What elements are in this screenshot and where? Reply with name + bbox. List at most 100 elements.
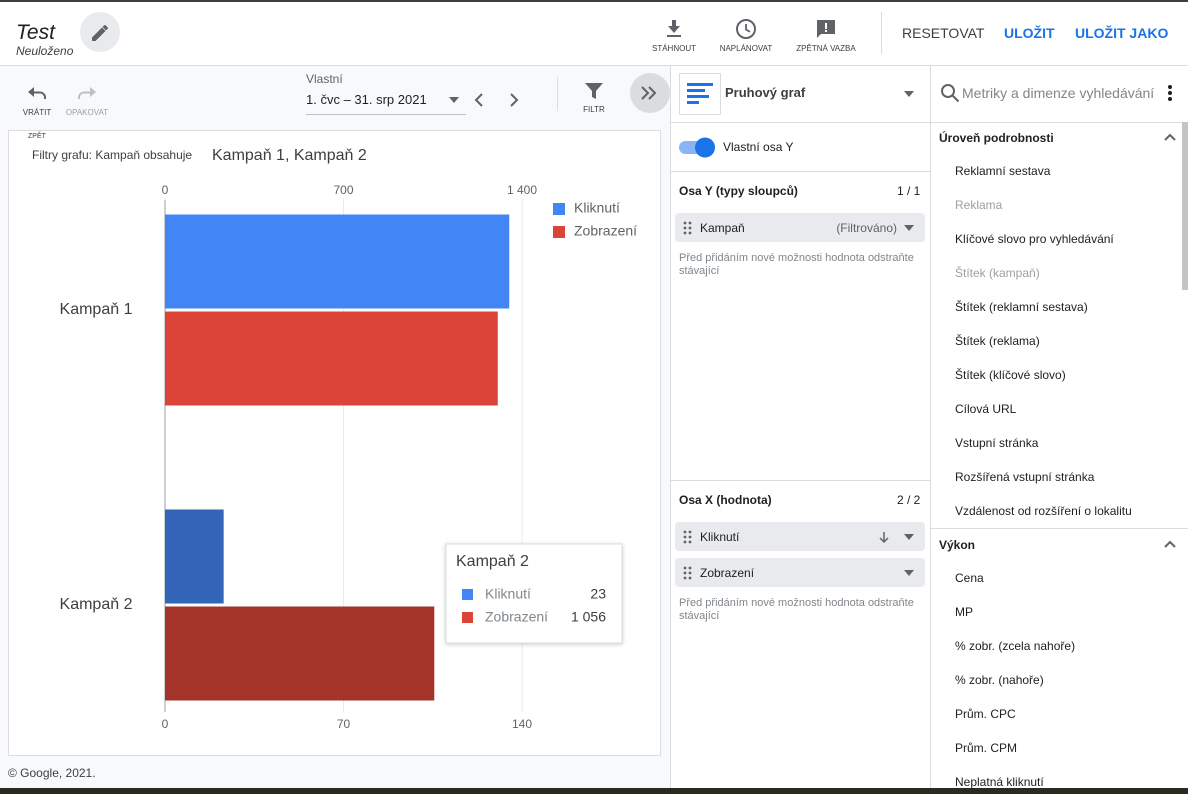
reset-button[interactable]: RESETOVAT: [902, 25, 985, 41]
undo-icon[interactable]: [25, 83, 49, 103]
collapse-group[interactable]: [1164, 540, 1176, 548]
next-period[interactable]: [507, 92, 521, 108]
previous-period[interactable]: [472, 92, 486, 108]
legend-label: Zobrazení: [574, 223, 637, 239]
drag-handle[interactable]: [683, 530, 692, 544]
tooltip-swatch: [462, 612, 473, 623]
x2-tick-label: 700: [333, 183, 353, 197]
filter-icon[interactable]: [584, 82, 604, 100]
field-item[interactable]: % zobr. (zcela nahoře): [955, 639, 1076, 653]
tooltip: [445, 543, 623, 644]
field-item[interactable]: Štítek (klíčové slovo): [955, 368, 1066, 382]
section-count: 2 / 2: [897, 493, 921, 507]
tooltip-series: Kliknutí: [485, 586, 531, 602]
legend-swatch: [553, 226, 565, 238]
tooltip-swatch: [462, 589, 473, 600]
download-icon[interactable]: [664, 18, 684, 40]
sort-icon[interactable]: [878, 531, 890, 544]
legend-swatch: [553, 203, 565, 215]
search-icon: [941, 84, 960, 103]
tooltip-series: Zobrazení: [485, 609, 548, 625]
divider: [671, 171, 930, 172]
field-name[interactable]: Kliknutí: [700, 529, 740, 544]
field-item[interactable]: MP: [955, 605, 973, 619]
back-label[interactable]: ZPĚT: [28, 133, 46, 140]
hint: Před přidáním nové možnosti hodnota odst…: [679, 252, 914, 277]
scrollbar[interactable]: [1182, 122, 1188, 290]
redo-icon: [78, 87, 96, 99]
section-title: Osa Y (typy sloupců): [679, 184, 798, 198]
field-name[interactable]: Kampaň: [700, 220, 745, 235]
field-dropdown[interactable]: [903, 533, 915, 541]
download-label[interactable]: STÁHNOUT: [652, 44, 696, 53]
collapse-group[interactable]: [1164, 133, 1176, 141]
field-item[interactable]: Reklamní sestava: [955, 164, 1051, 178]
more-menu[interactable]: [1166, 83, 1174, 103]
divider: [671, 480, 930, 481]
field-item[interactable]: Neplatná kliknutí: [955, 775, 1044, 788]
chart-type-dropdown[interactable]: [903, 90, 915, 98]
section-title: Osa X (hodnota): [679, 493, 772, 507]
search-input[interactable]: Metriky a dimenze vyhledávání: [962, 85, 1155, 101]
date-dropdown[interactable]: [448, 96, 460, 104]
chart-type[interactable]: Pruhový graf: [725, 85, 806, 100]
x-tick-label: 140: [512, 717, 532, 731]
date-range[interactable]: 1. čvc – 31. srp 2021: [306, 92, 427, 107]
field-dropdown[interactable]: [903, 569, 915, 577]
group-title[interactable]: Výkon: [939, 538, 976, 552]
field-item[interactable]: Štítek (reklamní sestava): [955, 300, 1088, 314]
field-item[interactable]: Rozšířená vstupní stránka: [955, 470, 1095, 484]
field-note: (Filtrováno): [836, 220, 897, 235]
tooltip-value: 1 056: [571, 609, 606, 625]
feedback-label[interactable]: ZPĚTNÁ VAZBA: [796, 44, 856, 53]
report-title[interactable]: Test: [16, 21, 55, 44]
tooltip-value: 23: [590, 586, 606, 602]
field-item[interactable]: Vstupní stránka: [955, 436, 1039, 450]
field-item: Reklama: [955, 198, 1003, 212]
field-item[interactable]: Cena: [955, 571, 984, 585]
field-item[interactable]: Prům. CPM: [955, 741, 1018, 755]
save-button[interactable]: ULOŽIT: [1004, 25, 1055, 41]
field-item[interactable]: Cílová URL: [955, 402, 1017, 416]
filter-label[interactable]: FILTR: [583, 105, 605, 114]
divider: [931, 122, 1188, 123]
group-title[interactable]: Úroveň podrobnosti: [939, 131, 1054, 145]
field-item[interactable]: Klíčové slovo pro vyhledávání: [955, 232, 1114, 246]
chart-type-icon[interactable]: [679, 73, 721, 115]
date-underline: [306, 114, 466, 115]
toggle[interactable]: [678, 136, 718, 158]
toggle-label[interactable]: Vlastní osa Y: [723, 140, 794, 154]
save-as-button[interactable]: ULOŽIT JAKO: [1075, 25, 1169, 41]
field-item[interactable]: % zobr. (nahoře): [955, 673, 1044, 687]
x-tick-label: 70: [337, 717, 351, 731]
chart-filter-label: Filtry grafu: Kampaň obsahuje: [32, 148, 193, 162]
y-tick-label: Kampaň 2: [60, 596, 133, 613]
field-item[interactable]: Prům. CPC: [955, 707, 1016, 721]
field-item: Štítek (kampaň): [955, 266, 1040, 280]
field-dropdown[interactable]: [903, 224, 915, 232]
edit-button[interactable]: [80, 12, 120, 52]
setup-panel: [670, 66, 930, 788]
x2-tick-label: 1 400: [507, 183, 537, 197]
divider: [931, 528, 1188, 529]
drag-handle[interactable]: [683, 221, 692, 235]
feedback-icon[interactable]: [815, 18, 837, 40]
divider: [557, 77, 558, 111]
drag-handle[interactable]: [683, 566, 692, 580]
y-tick-label: Kampaň 1: [60, 301, 133, 318]
tooltip-title: Kampaň 2: [456, 553, 529, 570]
bar: [165, 214, 510, 309]
undo-label[interactable]: VRÁTIT: [22, 108, 52, 117]
hint: Před přidáním nové možnosti hodnota odst…: [679, 597, 914, 622]
field-chip[interactable]: [675, 558, 925, 587]
field-item[interactable]: Vzdálenost od rozšíření o lokalitu: [955, 504, 1132, 518]
collapse-button[interactable]: [630, 73, 670, 113]
fields-panel: Metriky a dimenze vyhledávání Úroveň pod…: [930, 66, 1188, 788]
schedule-label[interactable]: NAPLÁNOVAT: [719, 44, 773, 53]
field-name[interactable]: Zobrazení: [700, 565, 755, 580]
field-chip[interactable]: [675, 213, 925, 242]
field-item[interactable]: Štítek (reklama): [955, 334, 1040, 348]
schedule-icon[interactable]: [735, 18, 757, 40]
